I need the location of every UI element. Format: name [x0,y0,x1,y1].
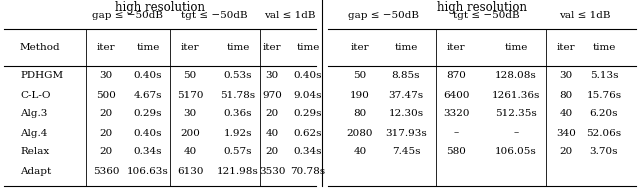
Text: 3320: 3320 [443,109,469,119]
Text: 40: 40 [353,147,367,157]
Text: 6.20s: 6.20s [589,109,618,119]
Text: 20: 20 [99,147,113,157]
Text: 20: 20 [266,147,278,157]
Text: iter: iter [351,43,369,52]
Text: 30: 30 [184,109,196,119]
Text: 30: 30 [266,71,278,81]
Text: 8.85s: 8.85s [392,71,420,81]
Text: time: time [592,43,616,52]
Text: 12.30s: 12.30s [388,109,424,119]
Text: Adapt: Adapt [20,166,51,176]
Text: Alg.4: Alg.4 [20,128,47,138]
Text: Method: Method [20,43,61,52]
Text: 3.70s: 3.70s [589,147,618,157]
Text: –: – [513,128,518,138]
Text: 37.47s: 37.47s [388,90,424,100]
Text: 20: 20 [559,147,573,157]
Text: 0.57s: 0.57s [224,147,252,157]
Text: 30: 30 [559,71,573,81]
Text: 0.40s: 0.40s [294,71,323,81]
Text: 121.98s: 121.98s [217,166,259,176]
Text: 0.29s: 0.29s [294,109,323,119]
Text: iter: iter [180,43,199,52]
Text: 2080: 2080 [347,128,373,138]
Text: 50: 50 [353,71,367,81]
Text: 580: 580 [446,147,466,157]
Text: 5.13s: 5.13s [589,71,618,81]
Text: 80: 80 [353,109,367,119]
Text: tgt ≤ −50dB: tgt ≤ −50dB [180,11,247,20]
Text: 5360: 5360 [93,166,119,176]
Text: iter: iter [97,43,115,52]
Text: 80: 80 [559,90,573,100]
Text: time: time [136,43,160,52]
Text: 40: 40 [559,109,573,119]
Text: 6400: 6400 [443,90,469,100]
Text: val ≤ 1dB: val ≤ 1dB [264,11,316,20]
Text: 15.76s: 15.76s [586,90,621,100]
Text: val ≤ 1dB: val ≤ 1dB [559,11,611,20]
Text: 4.67s: 4.67s [134,90,163,100]
Text: iter: iter [262,43,282,52]
Text: 500: 500 [96,90,116,100]
Text: 190: 190 [350,90,370,100]
Text: 1.92s: 1.92s [224,128,252,138]
Text: 0.34s: 0.34s [134,147,163,157]
Text: 1261.36s: 1261.36s [492,90,540,100]
Text: –: – [453,128,459,138]
Text: time: time [504,43,528,52]
Text: high resolution: high resolution [115,1,205,14]
Text: 317.93s: 317.93s [385,128,427,138]
Text: iter: iter [447,43,465,52]
Text: high resolution: high resolution [437,1,527,14]
Text: 40: 40 [266,128,278,138]
Text: 5170: 5170 [177,90,204,100]
Text: 970: 970 [262,90,282,100]
Text: 870: 870 [446,71,466,81]
Text: 51.78s: 51.78s [220,90,255,100]
Text: 70.78s: 70.78s [291,166,326,176]
Text: time: time [296,43,320,52]
Text: Alg.3: Alg.3 [20,109,47,119]
Text: 340: 340 [556,128,576,138]
Text: Relax: Relax [20,147,49,157]
Text: 0.34s: 0.34s [294,147,323,157]
Text: 106.63s: 106.63s [127,166,169,176]
Text: 30: 30 [99,71,113,81]
Text: 20: 20 [99,109,113,119]
Text: 7.45s: 7.45s [392,147,420,157]
Text: 0.53s: 0.53s [224,71,252,81]
Text: 200: 200 [180,128,200,138]
Text: gap ≤ −50dB: gap ≤ −50dB [348,11,419,20]
Text: 20: 20 [99,128,113,138]
Text: 52.06s: 52.06s [586,128,621,138]
Text: iter: iter [557,43,575,52]
Text: 20: 20 [266,109,278,119]
Text: 6130: 6130 [177,166,204,176]
Text: 50: 50 [184,71,196,81]
Text: 0.29s: 0.29s [134,109,163,119]
Text: 9.04s: 9.04s [294,90,323,100]
Text: 128.08s: 128.08s [495,71,537,81]
Text: time: time [227,43,250,52]
Text: time: time [394,43,418,52]
Text: 0.36s: 0.36s [224,109,252,119]
Text: gap ≤ −50dB: gap ≤ −50dB [92,11,163,20]
Text: 40: 40 [184,147,196,157]
Text: 0.62s: 0.62s [294,128,323,138]
Text: C-L-O: C-L-O [20,90,51,100]
Text: tgt ≤ −50dB: tgt ≤ −50dB [452,11,519,20]
Text: 0.40s: 0.40s [134,128,163,138]
Text: 3530: 3530 [259,166,285,176]
Text: 106.05s: 106.05s [495,147,537,157]
Text: 512.35s: 512.35s [495,109,537,119]
Text: PDHGM: PDHGM [20,71,63,81]
Text: 0.40s: 0.40s [134,71,163,81]
